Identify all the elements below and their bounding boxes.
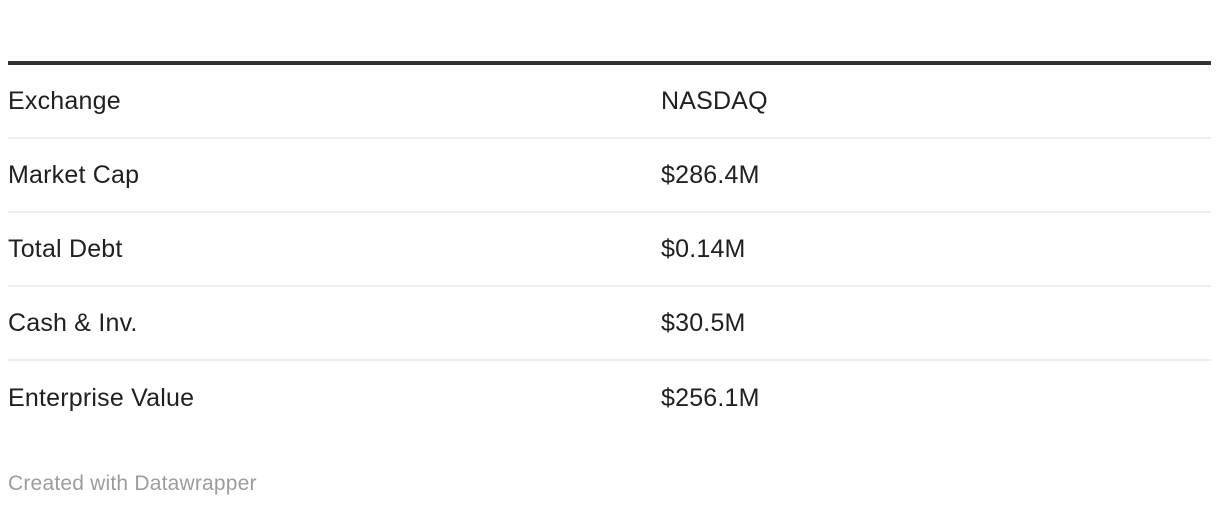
row-value: $0.14M bbox=[661, 234, 746, 263]
row-label: Enterprise Value bbox=[8, 383, 195, 412]
table-row: Enterprise Value $256.1M bbox=[8, 361, 1211, 435]
table-row: Market Cap $286.4M bbox=[8, 139, 1211, 213]
key-value-table: Exchange NASDAQ Market Cap $286.4M Total… bbox=[8, 61, 1211, 435]
row-value: $286.4M bbox=[661, 160, 760, 189]
row-value: $256.1M bbox=[661, 383, 760, 412]
datawrapper-attribution-link[interactable]: Created with Datawrapper bbox=[8, 472, 257, 495]
row-value: $30.5M bbox=[661, 308, 746, 337]
row-label: Total Debt bbox=[8, 234, 123, 263]
row-label: Cash & Inv. bbox=[8, 308, 138, 337]
row-label: Market Cap bbox=[8, 160, 140, 189]
row-label: Exchange bbox=[8, 86, 121, 115]
table-row: Total Debt $0.14M bbox=[8, 213, 1211, 287]
row-value: NASDAQ bbox=[661, 86, 768, 115]
table-row: Exchange NASDAQ bbox=[8, 65, 1211, 139]
table-row: Cash & Inv. $30.5M bbox=[8, 287, 1211, 361]
